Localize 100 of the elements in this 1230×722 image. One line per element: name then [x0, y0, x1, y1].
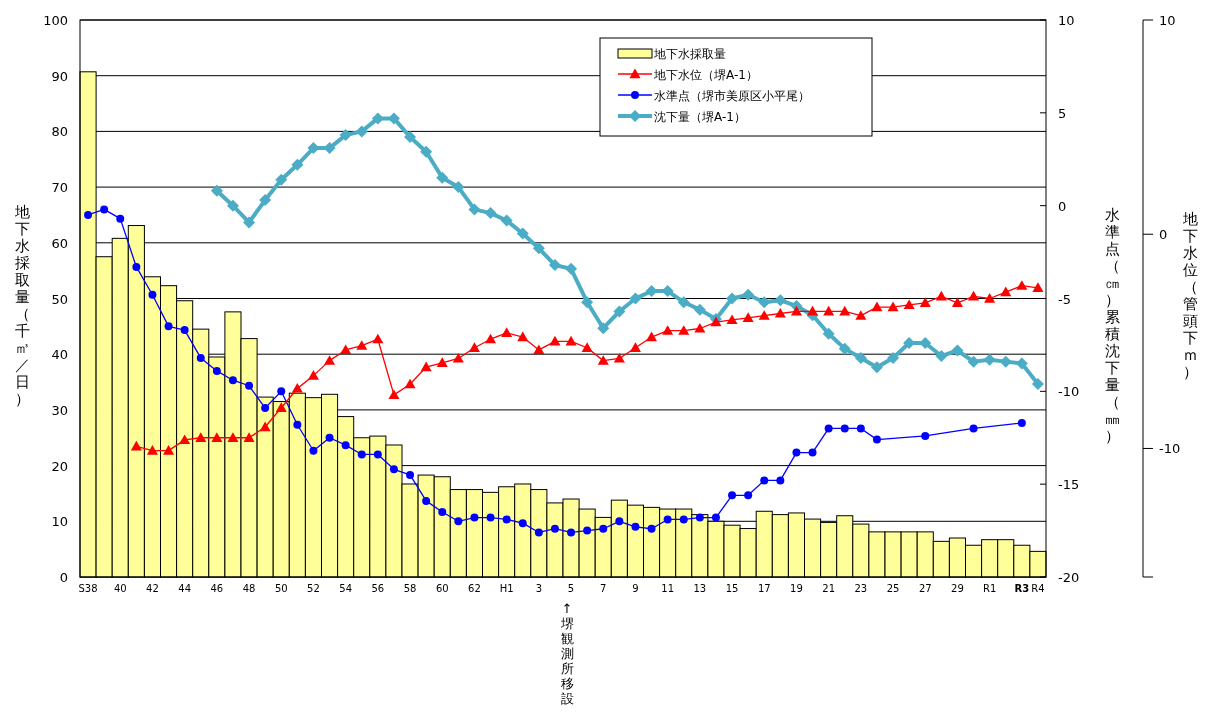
point — [163, 445, 175, 455]
point — [261, 404, 270, 413]
x-tick-label: 56 — [371, 583, 385, 594]
point — [116, 214, 125, 223]
point — [581, 342, 593, 352]
point — [597, 355, 609, 365]
point — [1000, 286, 1012, 297]
point — [516, 227, 529, 240]
point — [631, 522, 640, 531]
point — [1017, 418, 1026, 427]
point — [517, 331, 529, 342]
point — [422, 496, 431, 505]
point — [355, 125, 368, 138]
x-tick-label: 62 — [468, 583, 481, 594]
point — [130, 440, 142, 451]
point — [567, 528, 576, 537]
point — [356, 340, 368, 350]
point — [532, 242, 545, 255]
point — [984, 293, 996, 303]
point — [678, 325, 690, 335]
point — [840, 424, 849, 433]
y2-tick-label: -15 — [1058, 477, 1080, 493]
point — [790, 305, 802, 316]
point — [919, 297, 931, 307]
point — [277, 387, 286, 396]
point — [613, 352, 625, 363]
point — [372, 333, 384, 344]
point — [486, 513, 495, 522]
point — [744, 491, 753, 500]
point — [854, 351, 867, 364]
point — [307, 370, 319, 380]
y3-tick-label: -10 — [1159, 441, 1181, 457]
point — [212, 366, 221, 375]
y3-tick-label: 10 — [1159, 13, 1176, 28]
x-tick-label: 23 — [854, 583, 868, 594]
point — [245, 381, 254, 390]
point — [967, 355, 980, 368]
point — [824, 424, 833, 433]
point — [855, 310, 867, 320]
point — [533, 344, 545, 355]
point — [454, 517, 463, 526]
point — [146, 445, 158, 455]
point — [339, 129, 352, 142]
x-tick-label: 19 — [790, 583, 803, 594]
point — [373, 450, 382, 459]
point — [647, 524, 656, 533]
y2-tick-label: 0 — [1058, 198, 1067, 214]
point — [597, 322, 610, 335]
x-tick-label: 7 — [600, 583, 607, 594]
point — [726, 314, 738, 325]
point — [470, 513, 479, 522]
point — [839, 305, 851, 316]
point — [406, 470, 415, 479]
point — [887, 301, 899, 312]
point — [629, 342, 641, 352]
point — [293, 420, 302, 429]
point — [693, 303, 706, 316]
point — [838, 342, 851, 355]
point — [758, 296, 771, 309]
point — [774, 308, 786, 318]
point — [291, 158, 304, 171]
y3-tick-label: 0 — [1159, 227, 1168, 243]
legend-label: 水準点（堺市美原区小平尾） — [654, 89, 810, 103]
point — [792, 448, 801, 457]
point — [774, 294, 787, 307]
point — [760, 476, 769, 485]
x-tick-label: 48 — [242, 583, 256, 594]
point — [275, 173, 288, 186]
point — [951, 297, 963, 307]
x-tick-label: R4 — [1031, 583, 1045, 594]
y-tick-label: 30 — [51, 402, 68, 418]
point — [1032, 282, 1044, 292]
point — [742, 312, 754, 322]
point — [388, 389, 400, 400]
point — [822, 327, 835, 340]
point — [195, 432, 207, 442]
x-tick-label: 11 — [661, 583, 675, 594]
y-tick-label: 70 — [51, 180, 68, 196]
y-tick-label: 50 — [51, 291, 68, 307]
x-tick-label: H1 — [499, 583, 514, 594]
point — [629, 292, 642, 305]
point — [613, 305, 626, 318]
x-tick-label: 50 — [274, 583, 288, 594]
x-tick-label: 13 — [693, 583, 707, 594]
point — [438, 508, 447, 517]
point — [436, 357, 448, 367]
x-tick-label: R1 — [982, 583, 997, 594]
point — [548, 259, 561, 272]
point — [259, 421, 271, 432]
point — [420, 361, 432, 372]
y2-tick-label: 5 — [1058, 105, 1067, 121]
x-tick-label: 58 — [403, 583, 417, 594]
point — [776, 476, 785, 485]
point — [164, 322, 173, 331]
point — [196, 353, 205, 362]
point — [84, 210, 93, 219]
y-tick-label: 100 — [43, 13, 68, 28]
point — [518, 519, 527, 528]
point — [710, 316, 722, 327]
point — [484, 207, 497, 220]
